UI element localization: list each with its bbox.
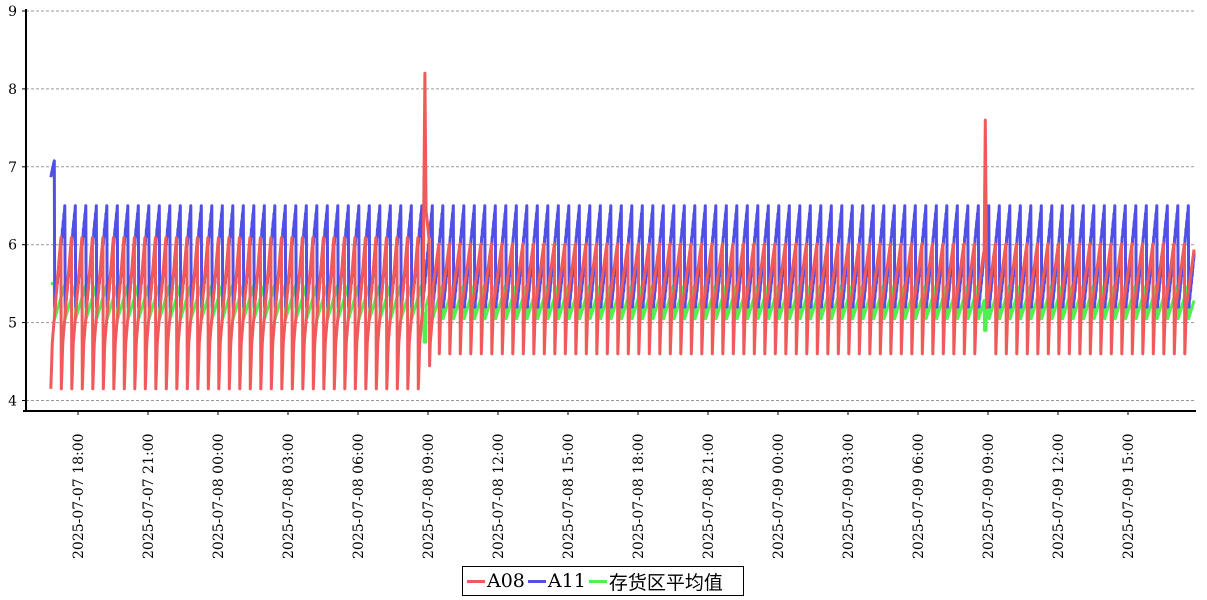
x-tick-label: 2025-07-09 06:00 xyxy=(911,433,927,559)
y-tick-label: 5 xyxy=(8,316,17,332)
legend-label-a08: A08 xyxy=(487,570,525,592)
x-tick-label: 2025-07-09 12:00 xyxy=(1051,433,1067,559)
legend-label-a11: A11 xyxy=(547,570,586,592)
x-tick-label: 2025-07-08 15:00 xyxy=(561,433,577,559)
legend-item-average: 存货区平均值 xyxy=(588,568,723,595)
axes xyxy=(22,9,1196,415)
legend-swatch-a08 xyxy=(467,579,485,583)
series-line-average xyxy=(49,282,1196,344)
x-tick-label: 2025-07-08 03:00 xyxy=(281,433,297,559)
x-tick-label: 2025-07-08 09:00 xyxy=(421,433,437,559)
series-line-a08 xyxy=(49,71,1196,391)
y-tick-label: 8 xyxy=(8,82,17,98)
y-tick-label: 4 xyxy=(8,394,17,410)
y-tick-labels: 4 5 6 7 8 9 xyxy=(8,4,17,410)
x-tick-label: 2025-07-08 00:00 xyxy=(211,433,227,559)
legend: A08 A11 存货区平均值 xyxy=(462,566,744,596)
x-tick-label: 2025-07-07 18:00 xyxy=(71,433,87,559)
legend-item-a11: A11 xyxy=(527,570,586,592)
x-tick-label: 2025-07-09 03:00 xyxy=(841,433,857,559)
y-tick-label: 9 xyxy=(8,4,17,20)
x-tick-label: 2025-07-09 00:00 xyxy=(771,433,787,559)
x-tick-label: 2025-07-07 21:00 xyxy=(141,433,157,559)
legend-swatch-a11 xyxy=(527,579,546,583)
x-tick-label: 2025-07-09 09:00 xyxy=(981,433,997,559)
x-tick-label: 2025-07-08 18:00 xyxy=(631,433,647,559)
series-layer xyxy=(49,71,1196,391)
x-tick-label: 2025-07-08 06:00 xyxy=(351,433,367,559)
x-tick-label: 2025-07-09 15:00 xyxy=(1121,433,1137,559)
x-tick-label: 2025-07-08 12:00 xyxy=(491,433,507,559)
y-tick-label: 6 xyxy=(8,238,17,254)
legend-swatch-average xyxy=(588,579,607,583)
legend-item-a08: A08 xyxy=(467,570,525,592)
x-tick-labels: 2025-07-07 18:00 2025-07-07 21:00 2025-07-… xyxy=(71,433,1137,559)
y-tick-label: 7 xyxy=(8,160,17,176)
x-tick-label: 2025-07-08 21:00 xyxy=(701,433,717,559)
legend-label-average: 存货区平均值 xyxy=(608,571,723,594)
